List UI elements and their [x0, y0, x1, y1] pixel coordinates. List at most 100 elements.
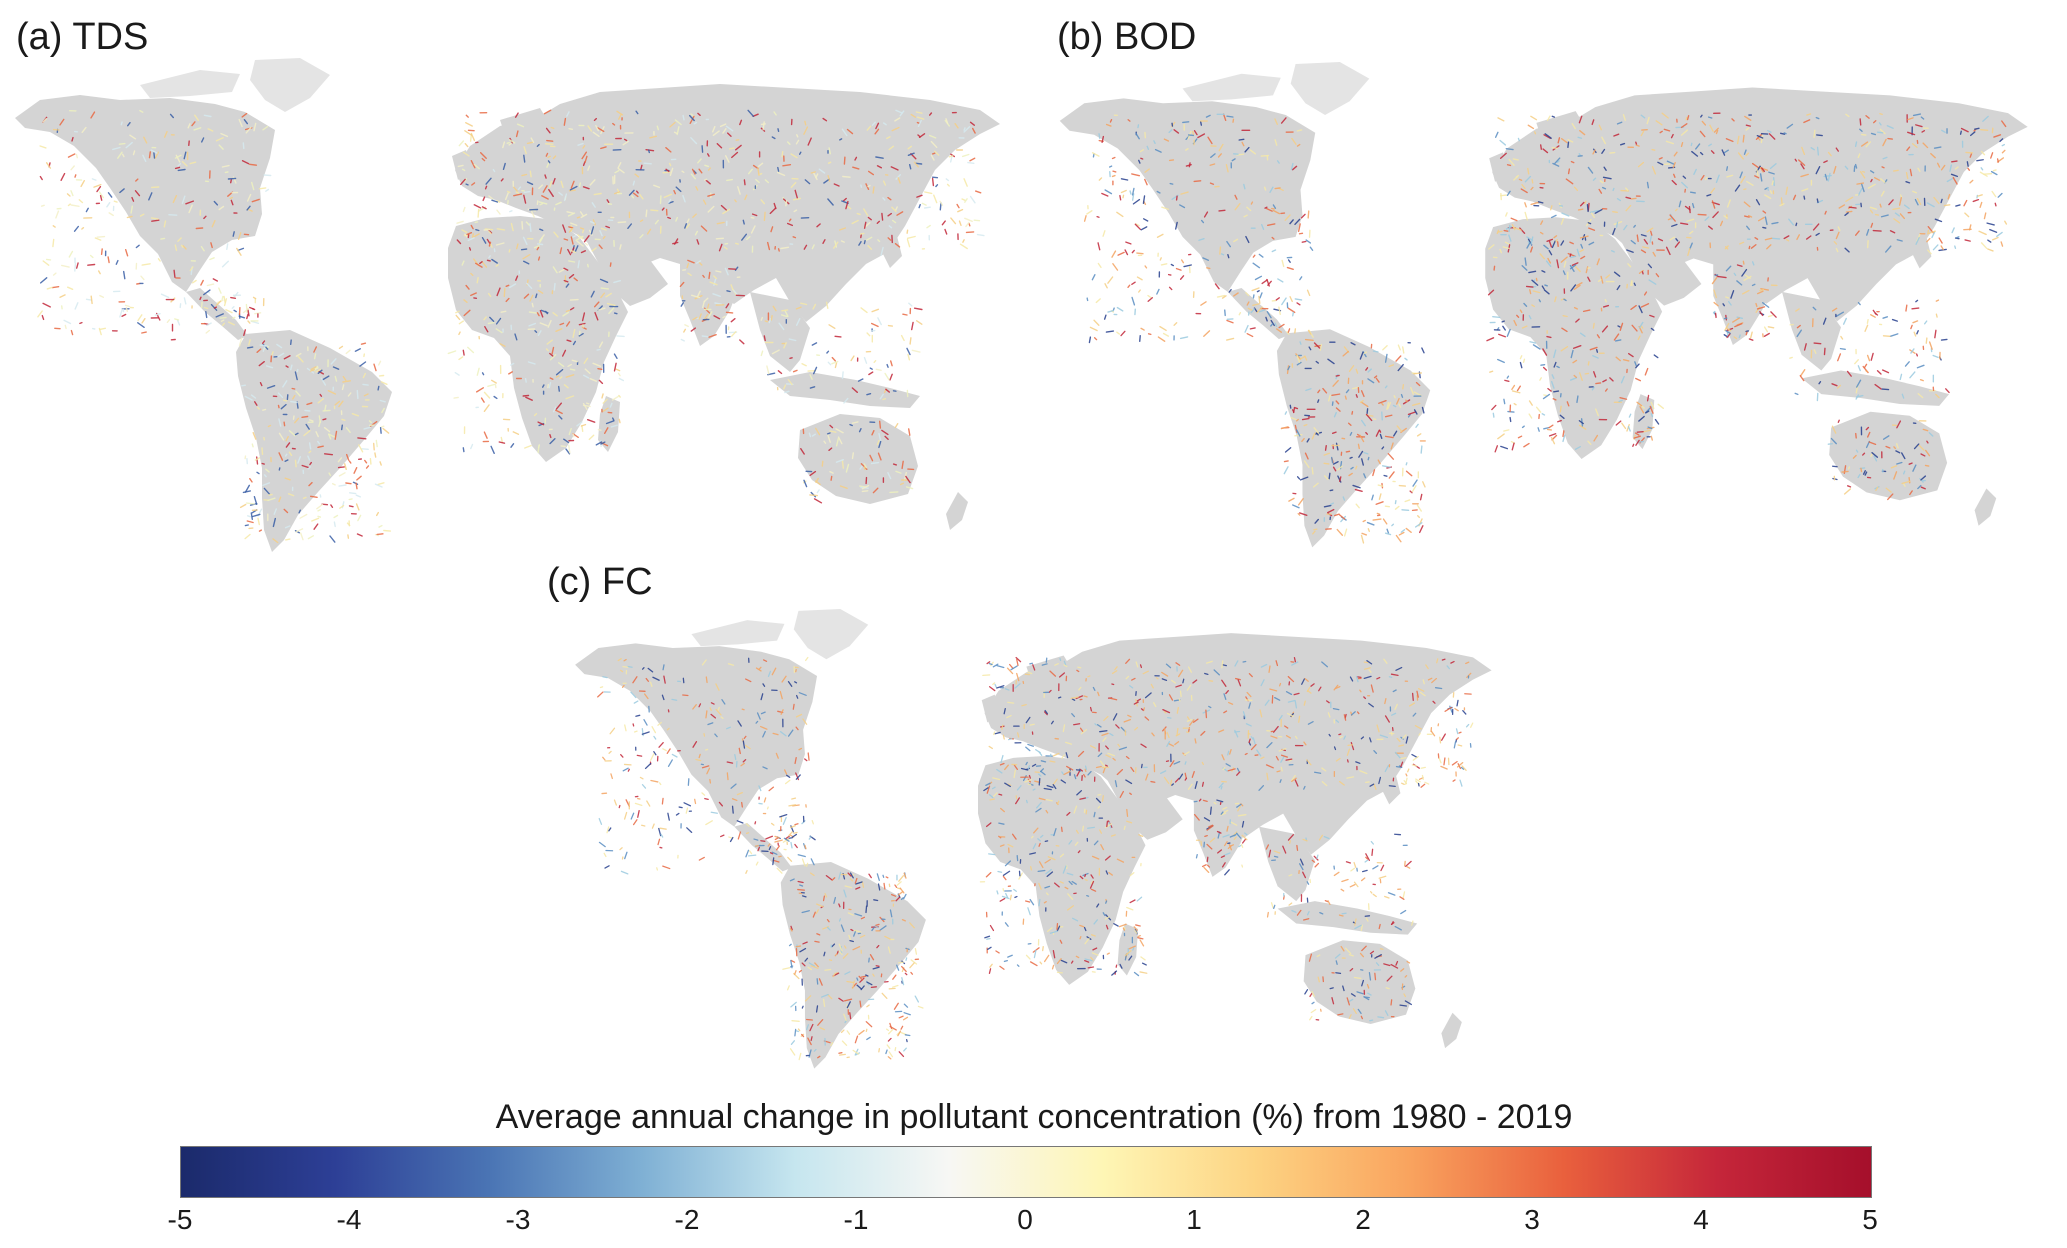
river-segment — [683, 328, 686, 333]
river-segment — [1521, 183, 1526, 190]
river-segment — [545, 127, 551, 134]
river-segment — [80, 179, 86, 188]
river-segment — [868, 371, 874, 376]
river-segment — [1111, 156, 1116, 160]
river-segment — [1394, 751, 1401, 759]
river-segment — [1303, 785, 1306, 790]
river-segment — [359, 361, 367, 367]
river-segment — [310, 366, 317, 371]
river-segment — [671, 753, 678, 758]
river-segment — [1367, 528, 1370, 532]
river-segment — [1114, 780, 1118, 788]
river-segment — [1297, 497, 1304, 506]
river-segment — [609, 727, 616, 735]
river-segment — [1392, 689, 1397, 693]
river-segment — [1615, 221, 1619, 228]
river-segment — [1880, 214, 1889, 218]
river-segment — [967, 161, 975, 165]
river-segment — [530, 137, 535, 144]
landmass-south-america — [780, 862, 926, 1069]
river-segment — [319, 393, 323, 397]
colorbar-tick-label: 1 — [1186, 1204, 1202, 1235]
river-segment — [253, 122, 257, 132]
river-segment — [583, 374, 590, 379]
river-segment — [689, 115, 695, 125]
river-segment — [1316, 954, 1321, 958]
river-segment — [1928, 432, 1934, 437]
river-segment — [843, 1013, 847, 1022]
river-segment — [1413, 409, 1418, 415]
river-segment — [1404, 777, 1408, 785]
river-segment — [1827, 172, 1831, 182]
river-segment — [346, 522, 351, 527]
river-segment — [1398, 531, 1405, 536]
river-segment — [284, 525, 291, 529]
river-segment — [177, 162, 182, 167]
river-segment — [706, 767, 711, 775]
river-segment — [1332, 707, 1340, 711]
river-segment — [1675, 238, 1679, 242]
river-segment — [1555, 238, 1558, 243]
river-segment — [1844, 212, 1849, 216]
river-segment — [1089, 880, 1095, 889]
river-segment — [1272, 209, 1281, 215]
river-segment — [798, 969, 802, 973]
river-segment — [323, 427, 331, 433]
river-segment — [802, 718, 808, 725]
river-segment — [1004, 782, 1011, 788]
river-segment — [537, 444, 540, 454]
river-segment — [546, 139, 554, 142]
river-segment — [297, 456, 301, 464]
river-segment — [90, 111, 96, 119]
river-segment — [1680, 123, 1688, 129]
river-segment — [1217, 849, 1222, 854]
river-segment — [1370, 890, 1373, 894]
river-segment — [245, 126, 252, 134]
river-segment — [242, 142, 245, 150]
river-segment — [572, 340, 576, 346]
river-segment — [602, 398, 608, 404]
river-segment — [1970, 131, 1976, 137]
river-segment — [1816, 134, 1823, 137]
river-segment — [577, 142, 584, 146]
river-segment — [835, 459, 844, 463]
river-segment — [849, 1012, 852, 1020]
river-segment — [119, 188, 125, 194]
river-segment — [788, 804, 797, 807]
river-segment — [1015, 656, 1022, 663]
river-segment — [1142, 218, 1149, 222]
river-segment — [636, 190, 639, 194]
river-segment — [1400, 968, 1405, 972]
river-segment — [1070, 960, 1074, 964]
river-segment — [1032, 843, 1037, 850]
river-segment — [301, 415, 309, 418]
river-segment — [1292, 407, 1296, 414]
river-segment — [1901, 452, 1906, 460]
river-segment — [903, 1047, 907, 1052]
river-segment — [1307, 329, 1312, 335]
river-segment — [1314, 518, 1319, 524]
river-segment — [1201, 761, 1205, 766]
river-segment — [1844, 247, 1850, 253]
river-segment — [813, 1048, 817, 1052]
river-segment — [1246, 301, 1250, 306]
river-segment — [1556, 365, 1560, 369]
river-segment — [831, 356, 836, 362]
river-segment — [1856, 182, 1865, 185]
river-segment — [1274, 118, 1278, 125]
river-segment — [632, 180, 635, 186]
river-segment — [1093, 811, 1096, 818]
river-segment — [1570, 284, 1577, 292]
river-segment — [150, 217, 159, 220]
river-segment — [1399, 896, 1405, 901]
river-segment — [253, 401, 258, 406]
river-segment — [1299, 476, 1309, 481]
river-segment — [1300, 213, 1306, 219]
river-segment — [215, 313, 224, 318]
river-segment — [1840, 335, 1844, 340]
river-segment — [1303, 741, 1307, 746]
river-segment — [1265, 207, 1273, 212]
river-segment — [781, 309, 789, 312]
river-segment — [829, 424, 834, 429]
river-segment — [906, 229, 909, 234]
